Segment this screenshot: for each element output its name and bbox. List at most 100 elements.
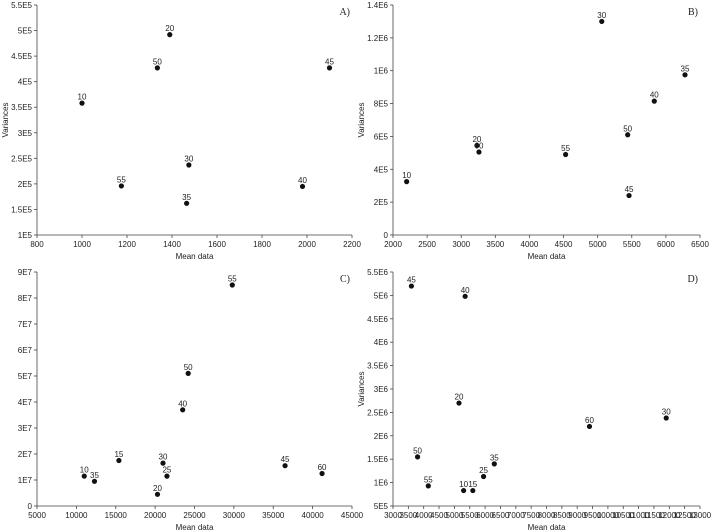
- y-tick-label: 1.4E6: [367, 1, 388, 10]
- data-point: [167, 32, 173, 38]
- y-tick-label: 5E6: [374, 291, 389, 300]
- y-tick-label: 1.5E6: [367, 455, 388, 464]
- y-axis-label: Variances: [357, 372, 366, 407]
- data-point-label: 45: [407, 276, 416, 285]
- x-tick-label: 40000: [302, 511, 325, 520]
- y-axis-label: Variances: [1, 103, 10, 138]
- y-tick-label: 8E7: [18, 294, 33, 303]
- x-tick-label: 7500: [522, 511, 540, 520]
- x-tick-label: 10500: [612, 511, 635, 520]
- data-point: [186, 162, 192, 168]
- data-point-label: 60: [475, 142, 484, 151]
- x-tick-label: 5000: [589, 240, 607, 249]
- x-tick-label: 13000: [689, 511, 711, 520]
- y-tick-label: 3E7: [18, 424, 33, 433]
- x-tick-label: 5000: [28, 511, 46, 520]
- x-tick-label: 3500: [486, 240, 504, 249]
- x-tick-label: 1400: [163, 240, 181, 249]
- data-point: [474, 142, 480, 149]
- x-tick-label: 8500: [553, 511, 571, 520]
- x-tick-label: 5500: [461, 511, 479, 520]
- x-axis-label: Mean data: [176, 523, 214, 531]
- y-tick-label: 2.5E5: [11, 154, 32, 163]
- data-point: [625, 132, 631, 138]
- y-tick-label: 6E5: [374, 132, 389, 141]
- x-tick-label: 15000: [105, 511, 128, 520]
- data-point: [180, 407, 186, 413]
- data-point: [185, 370, 191, 376]
- data-point: [116, 457, 122, 464]
- data-point-label: 30: [662, 408, 671, 417]
- x-tick-label: 5000: [446, 511, 464, 520]
- data-point: [118, 183, 124, 189]
- y-tick-label: 9E7: [18, 268, 33, 277]
- data-point-label: 35: [681, 64, 690, 73]
- y-tick-label: 1E7: [18, 476, 33, 485]
- data-point-label: 10: [80, 466, 89, 475]
- x-tick-label: 1200: [118, 240, 136, 249]
- y-tick-label: 2E5: [374, 198, 389, 207]
- y-tick-label: 2E7: [18, 450, 33, 459]
- y-tick-label: 3.5E6: [367, 362, 388, 371]
- chart-panel-1: 800 1000 1200 1400 1600 1800 2000 2200 1E5 1.5E5 2…: [1, 1, 361, 261]
- x-tick-label: 11500: [643, 511, 665, 520]
- data-point-label: 20: [472, 135, 481, 144]
- y-tick-label: 2.5E6: [367, 408, 388, 417]
- x-tick-label: 12500: [674, 511, 697, 520]
- x-tick-label: 6500: [691, 240, 709, 249]
- chart-panel-3: 5000 10000 15000 20000 25000 30000 35000 40000 4…: [18, 268, 364, 531]
- x-tick-label: 30000: [223, 511, 246, 520]
- axis-lines: [36, 5, 352, 236]
- y-tick-label: 0: [384, 231, 389, 240]
- x-tick-label: 4500: [430, 511, 448, 520]
- y-tick-label: 3E5: [18, 129, 33, 138]
- panel-tag: D): [687, 274, 698, 285]
- data-point-label: 50: [153, 57, 162, 66]
- x-tick-label: 2200: [343, 240, 361, 249]
- data-point: [470, 487, 476, 494]
- data-point: [586, 423, 593, 430]
- data-point: [408, 283, 415, 289]
- y-tick-label: 4E6: [374, 338, 389, 347]
- data-point: [160, 460, 166, 466]
- data-point: [480, 473, 487, 480]
- x-tick-label: 2000: [298, 240, 316, 249]
- data-point: [282, 463, 288, 469]
- x-tick-label: 3000: [452, 240, 470, 249]
- data-point: [229, 282, 235, 288]
- data-point: [81, 473, 87, 479]
- data-point-label: 30: [597, 11, 606, 20]
- y-tick-label: 5.5E5: [11, 1, 32, 10]
- x-tick-label: 8000: [538, 511, 556, 520]
- data-point-label: 45: [281, 455, 290, 464]
- data-point: [326, 65, 333, 71]
- data-point-label: 30: [159, 453, 168, 462]
- x-tick-label: 12000: [658, 511, 681, 520]
- x-tick-label: 1000: [73, 240, 91, 249]
- x-tick-label: 10000: [597, 511, 620, 520]
- data-point: [626, 192, 632, 199]
- data-point: [91, 478, 98, 484]
- data-point: [404, 179, 410, 185]
- data-point-label: 30: [184, 154, 193, 163]
- data-point: [425, 483, 431, 489]
- y-tick-label: 4E7: [18, 398, 33, 407]
- data-point: [184, 200, 190, 206]
- y-tick-label: 5.5E6: [367, 268, 388, 277]
- x-tick-label: 25000: [183, 511, 206, 520]
- data-point-label: 10: [402, 171, 411, 180]
- data-point: [79, 100, 85, 106]
- panel-tag: A): [339, 7, 350, 18]
- data-point-label: 45: [625, 185, 634, 194]
- data-point-label: 20: [153, 484, 162, 493]
- data-point-label: 10: [78, 93, 87, 102]
- data-point-label: 40: [650, 91, 659, 100]
- y-tick-label: 8E5: [374, 100, 389, 109]
- panel-tag: B): [688, 7, 698, 18]
- y-tick-label: 0: [28, 502, 33, 511]
- y-tick-label: 1E5: [18, 231, 33, 240]
- x-tick-label: 1600: [208, 240, 226, 249]
- chart-panel-4: 3000350040004500500055006000650070007500…: [357, 268, 711, 531]
- y-tick-label: 2E5: [18, 180, 33, 189]
